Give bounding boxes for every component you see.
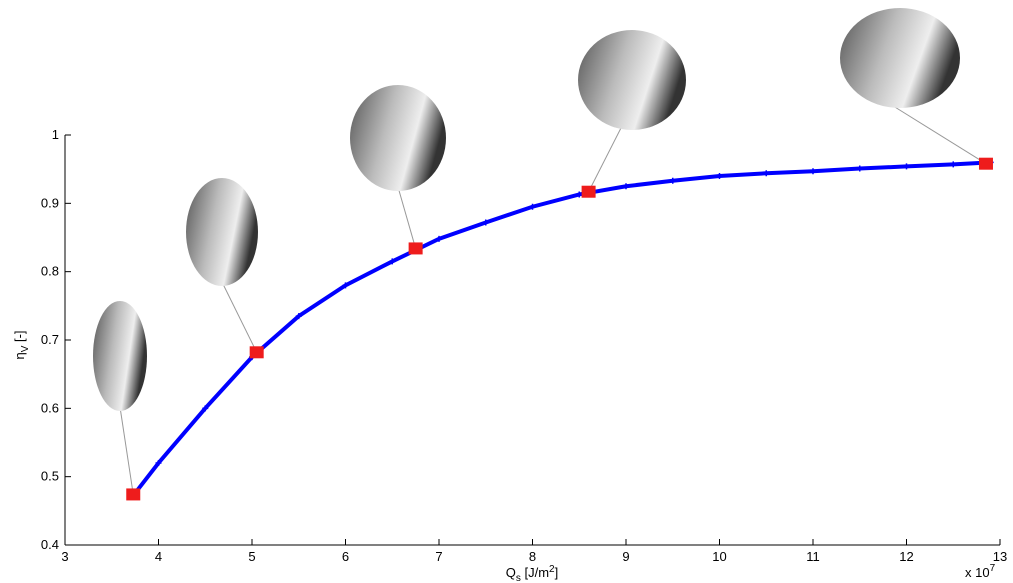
y-tick-label: 1 bbox=[52, 127, 59, 142]
point bbox=[669, 177, 676, 184]
y-tick-label: 0.8 bbox=[41, 264, 59, 279]
point bbox=[576, 191, 583, 198]
connector bbox=[119, 406, 134, 495]
point bbox=[529, 203, 536, 210]
point bbox=[623, 183, 629, 190]
point bbox=[950, 161, 957, 168]
y-tick-label: 0.6 bbox=[41, 400, 59, 415]
point bbox=[716, 173, 723, 179]
series-line bbox=[133, 160, 991, 495]
x-tick-label: 10 bbox=[712, 549, 726, 564]
shape bbox=[186, 178, 258, 286]
point bbox=[202, 405, 209, 412]
shape-illustrations bbox=[93, 8, 987, 495]
x-multiplier: x 107 bbox=[965, 563, 996, 580]
y-tick-label: 0.9 bbox=[41, 195, 59, 210]
highlight-marker bbox=[581, 185, 596, 198]
shape bbox=[350, 85, 446, 191]
point bbox=[342, 282, 349, 289]
highlight-marker bbox=[978, 157, 993, 170]
highlight-marker bbox=[126, 488, 141, 501]
point bbox=[856, 165, 863, 172]
x-tick-label: 3 bbox=[61, 549, 68, 564]
shape bbox=[578, 30, 686, 130]
point bbox=[389, 258, 396, 265]
connector bbox=[221, 281, 258, 353]
x-axis-label: Qs [J/m2] bbox=[506, 564, 558, 583]
point bbox=[155, 460, 162, 466]
x-tick-label: 6 bbox=[342, 549, 349, 564]
point bbox=[763, 170, 770, 177]
x-tick-label: 9 bbox=[622, 549, 629, 564]
highlight-marker bbox=[249, 346, 264, 359]
connector bbox=[397, 186, 417, 249]
point bbox=[436, 235, 442, 242]
shape bbox=[840, 8, 960, 108]
y-axis-label: ηV [-] bbox=[12, 330, 31, 359]
connector bbox=[889, 103, 987, 165]
point bbox=[482, 219, 489, 226]
point bbox=[810, 168, 816, 175]
y-tick-label: 0.5 bbox=[41, 469, 59, 484]
point bbox=[295, 313, 302, 320]
shape bbox=[93, 301, 147, 411]
x-tick-label: 5 bbox=[248, 549, 255, 564]
y-tick-label: 0.4 bbox=[41, 537, 59, 552]
x-tick-label: 13 bbox=[993, 549, 1007, 564]
x-tick-label: 4 bbox=[155, 549, 162, 564]
x-tick-label: 12 bbox=[899, 549, 913, 564]
x-tick-label: 11 bbox=[806, 549, 820, 564]
highlight-marker bbox=[408, 242, 423, 255]
y-tick-label: 0.7 bbox=[41, 332, 59, 347]
x-tick-label: 8 bbox=[529, 549, 536, 564]
point bbox=[903, 163, 910, 170]
connector bbox=[588, 125, 623, 192]
x-tick-label: 7 bbox=[435, 549, 442, 564]
